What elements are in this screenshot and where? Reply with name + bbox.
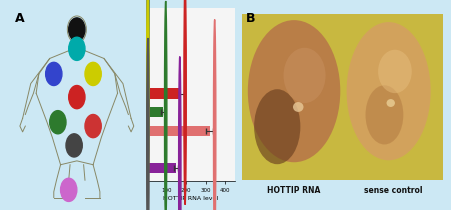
- Bar: [147, 88, 181, 99]
- Circle shape: [147, 0, 149, 131]
- Circle shape: [147, 0, 149, 149]
- Circle shape: [69, 18, 85, 41]
- Circle shape: [147, 38, 149, 210]
- Circle shape: [69, 37, 85, 60]
- Circle shape: [178, 56, 180, 210]
- Circle shape: [85, 114, 101, 138]
- Circle shape: [147, 0, 149, 186]
- Ellipse shape: [283, 48, 325, 103]
- Circle shape: [69, 138, 79, 153]
- Ellipse shape: [346, 22, 430, 160]
- Circle shape: [386, 99, 394, 107]
- Circle shape: [85, 62, 101, 85]
- X-axis label: HOTTIP RNA level: HOTTIP RNA level: [163, 196, 218, 201]
- Circle shape: [213, 20, 216, 210]
- Circle shape: [147, 0, 149, 168]
- Circle shape: [46, 62, 62, 85]
- Ellipse shape: [253, 89, 300, 164]
- Circle shape: [164, 1, 166, 210]
- Text: A: A: [14, 12, 24, 25]
- FancyBboxPatch shape: [241, 14, 442, 180]
- Text: B: B: [245, 12, 255, 25]
- Text: sense control: sense control: [363, 186, 421, 195]
- Bar: [147, 107, 162, 117]
- Bar: [147, 126, 209, 136]
- Circle shape: [66, 134, 82, 157]
- Ellipse shape: [377, 50, 411, 93]
- Text: HOTTIP RNA: HOTTIP RNA: [267, 186, 320, 195]
- Circle shape: [60, 178, 77, 201]
- Circle shape: [292, 102, 303, 112]
- Bar: [147, 163, 176, 173]
- Circle shape: [69, 85, 85, 109]
- Ellipse shape: [365, 85, 402, 144]
- Circle shape: [184, 0, 186, 205]
- Ellipse shape: [247, 20, 340, 162]
- Circle shape: [50, 111, 66, 134]
